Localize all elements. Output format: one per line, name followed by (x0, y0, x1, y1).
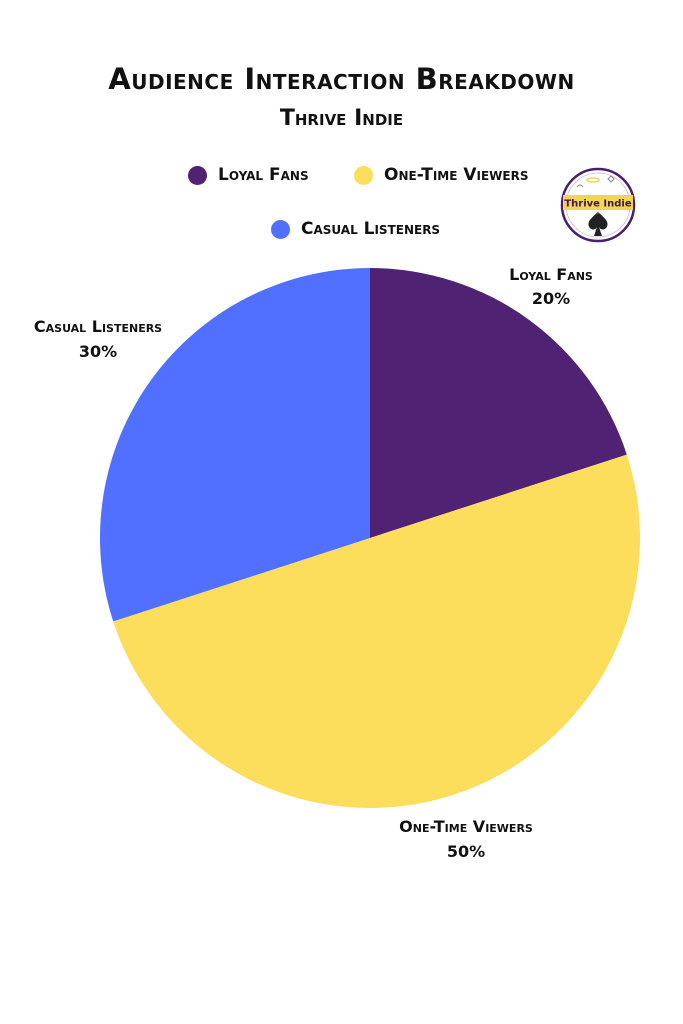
legend-swatch (354, 165, 373, 185)
legend-label: One-Time Viewers (384, 165, 529, 185)
logo-text: Thrive Indie (564, 199, 632, 210)
legend-item-one-time-viewers: One-Time Viewers (354, 165, 529, 185)
slice-value-label: 30% (79, 342, 117, 361)
legend-item-loyal-fans: Loyal Fans (188, 165, 309, 185)
slice-value-label: 20% (532, 289, 570, 308)
pie-slice-one-time-viewers (113, 454, 641, 808)
legend-label: Loyal Fans (218, 165, 309, 185)
legend-item-casual-listeners: Casual Listeners (271, 219, 440, 239)
thrive-indie-logo-spade-icon: Thrive Indie (560, 167, 636, 243)
pie-slice-loyal-fans (370, 268, 627, 538)
legend-label: Casual Listeners (301, 219, 441, 239)
slice-label: One-Time Viewers (399, 817, 533, 836)
slice-value-label: 50% (447, 842, 485, 861)
slice-label: Loyal Fans (509, 265, 593, 284)
slice-label: Casual Listeners (34, 317, 162, 336)
chart-subtitle: Thrive Indie (279, 106, 404, 131)
legend-swatch (271, 219, 290, 239)
legend-swatch (188, 165, 207, 185)
pie-slice-casual-listeners (99, 268, 371, 622)
chart-title: Audience Interaction Breakdown (108, 62, 575, 96)
